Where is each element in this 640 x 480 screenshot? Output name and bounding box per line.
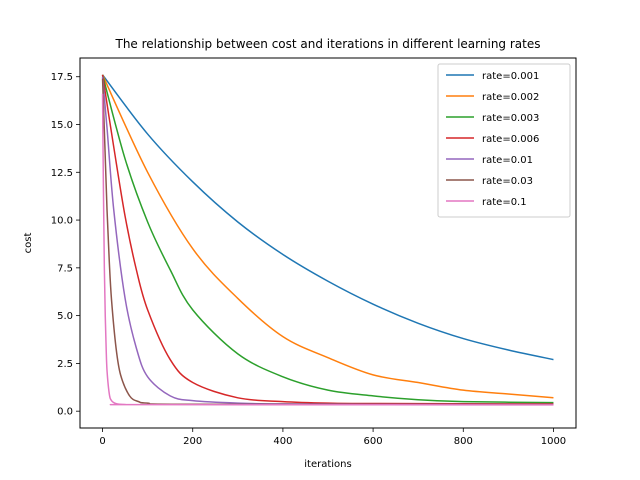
legend-entry-label: rate=0.03 — [482, 176, 533, 187]
y-tick-label: 2.5 — [57, 359, 73, 370]
x-tick-label: 600 — [364, 436, 383, 447]
x-tick-label: 0 — [99, 436, 105, 447]
x-tick-label: 400 — [273, 436, 292, 447]
chart-title: The relationship between cost and iterat… — [115, 37, 541, 51]
y-tick-label: 17.5 — [51, 72, 73, 83]
legend-entry-label: rate=0.1 — [482, 197, 527, 208]
legend-box — [437, 63, 571, 218]
legend-entry-label: rate=0.006 — [482, 134, 539, 145]
x-axis-label: iterations — [304, 459, 351, 470]
plot-lines — [101, 74, 554, 406]
y-tick-label: 0.0 — [57, 407, 73, 418]
series-line-1 — [101, 74, 554, 361]
y-tick-label: 12.5 — [51, 168, 73, 179]
y-axis-ticks: 0.0 2.5 5.0 7.5 10.0 12.5 15.0 17.5 — [51, 72, 80, 418]
series-line-7 — [101, 93, 554, 406]
y-tick-label: 10.0 — [51, 216, 73, 227]
y-tick-label: 5.0 — [57, 311, 73, 322]
legend-entry-label: rate=0.002 — [482, 92, 539, 103]
legend-entry-label: rate=0.001 — [482, 71, 539, 82]
x-tick-label: 200 — [183, 436, 202, 447]
y-tick-label: 15.0 — [51, 120, 73, 131]
series-line-3 — [101, 74, 554, 404]
series-line-2 — [101, 74, 554, 399]
x-tick-label: 800 — [454, 436, 473, 447]
legend-entry-label: rate=0.003 — [482, 113, 539, 124]
legend: rate=0.001 rate=0.002 rate=0.003 rate=0.006… — [437, 63, 571, 218]
legend-entry-label: rate=0.01 — [482, 155, 533, 166]
y-axis-label: cost — [23, 233, 34, 254]
x-tick-label: 1000 — [541, 436, 566, 447]
plot-area-frame — [79, 57, 577, 429]
y-tick-label: 7.5 — [57, 263, 73, 274]
x-axis-ticks: 0 200 400 600 800 1000 — [99, 428, 566, 447]
